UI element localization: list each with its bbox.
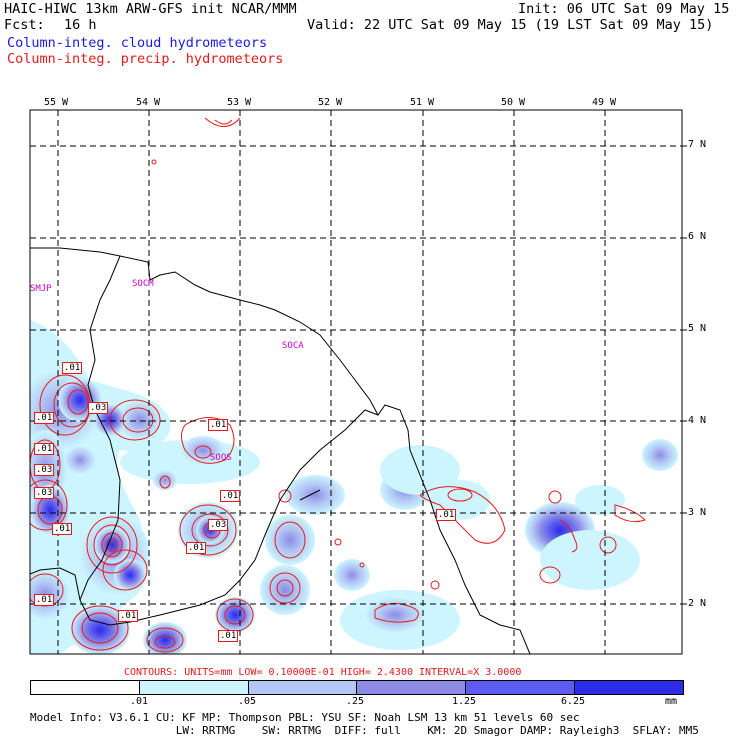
- coastline: [30, 247, 531, 654]
- colorbar-tick: 1.25: [452, 696, 477, 707]
- contours-info: CONTOURS: UNITS=mm LOW= 0.10000E-01 HIGH…: [124, 667, 522, 678]
- lat-label-4n: 4 N: [688, 415, 707, 426]
- precip-contours: [30, 117, 646, 653]
- colorbar-bin: [247, 681, 357, 694]
- lon-label-55w: 55 W: [44, 97, 69, 108]
- field-cloud-label: Column-integ. cloud hydrometeors: [7, 35, 268, 51]
- station-soos: SOOS: [210, 453, 232, 463]
- contour-label: .03: [208, 519, 229, 531]
- latlon-grid: [30, 110, 682, 654]
- lat-label-7n: 7 N: [688, 139, 707, 150]
- lat-label-5n: 5 N: [688, 323, 707, 334]
- colorbar-tick: .01: [130, 696, 149, 707]
- lat-label-6n: 6 N: [688, 231, 707, 242]
- contour-label: .01: [52, 523, 73, 535]
- contour-label: .03: [34, 487, 55, 499]
- lon-label-54w: 54 W: [136, 97, 161, 108]
- lon-label-52w: 52 W: [318, 97, 343, 108]
- colorbar-bin: [138, 681, 248, 694]
- colorbar-bin: [465, 681, 575, 694]
- cloud-shading: [30, 320, 678, 654]
- contour-label: .01: [34, 412, 55, 424]
- colorbar-bin: [356, 681, 466, 694]
- colorbar-bin: [31, 681, 139, 694]
- colorbar-unit: mm: [665, 696, 678, 707]
- colorbar-tick: 6.25: [561, 696, 586, 707]
- map-frame: [29, 109, 683, 655]
- lon-label-50w: 50 W: [501, 97, 526, 108]
- model-info-line1: Model Info: V3.6.1 CU: KF MP: Thompson P…: [30, 711, 580, 724]
- contour-label: .01: [220, 490, 241, 502]
- contour-label: .01: [118, 610, 139, 622]
- contour-label: .01: [218, 630, 239, 642]
- contour-label: .01: [34, 594, 55, 606]
- station-smjp: SMJP: [30, 284, 52, 294]
- contour-label: .01: [62, 362, 83, 374]
- init-time: Init: 06 UTC Sat 09 May 15: [518, 1, 730, 17]
- lon-label-49w: 49 W: [592, 97, 617, 108]
- model-info-line2: LW: RRTMG SW: RRTMG DIFF: full KM: 2D Sm…: [30, 724, 699, 737]
- colorbar-tick: .25: [346, 696, 365, 707]
- contour-label: .03: [88, 402, 109, 414]
- contour-label: .01: [34, 443, 55, 455]
- lon-label-51w: 51 W: [410, 97, 435, 108]
- colorbar-tick: .05: [238, 696, 257, 707]
- contour-label: .01: [186, 542, 207, 554]
- contour-label: .03: [34, 464, 55, 476]
- lat-label-3n: 3 N: [688, 507, 707, 518]
- lon-label-53w: 53 W: [227, 97, 252, 108]
- colorbar-bin: [574, 681, 683, 694]
- contour-label: .01: [208, 419, 229, 431]
- valid-time: Valid: 22 UTC Sat 09 May 15 (19 LST Sat …: [307, 17, 714, 33]
- forecast-label: Fcst:: [4, 17, 45, 33]
- forecast-hour: 16 h: [64, 17, 97, 33]
- colorbar: [30, 680, 684, 695]
- contour-label: .01: [436, 509, 457, 521]
- plot-title: HAIC-HIWC 13km ARW-GFS init NCAR/MMM: [4, 1, 297, 17]
- station-socm: SOCM: [132, 279, 154, 289]
- lat-ticks: [682, 145, 687, 605]
- station-soca: SOCA: [282, 341, 304, 351]
- lat-label-2n: 2 N: [688, 598, 707, 609]
- field-precip-label: Column-integ. precip. hydrometeors: [7, 51, 284, 67]
